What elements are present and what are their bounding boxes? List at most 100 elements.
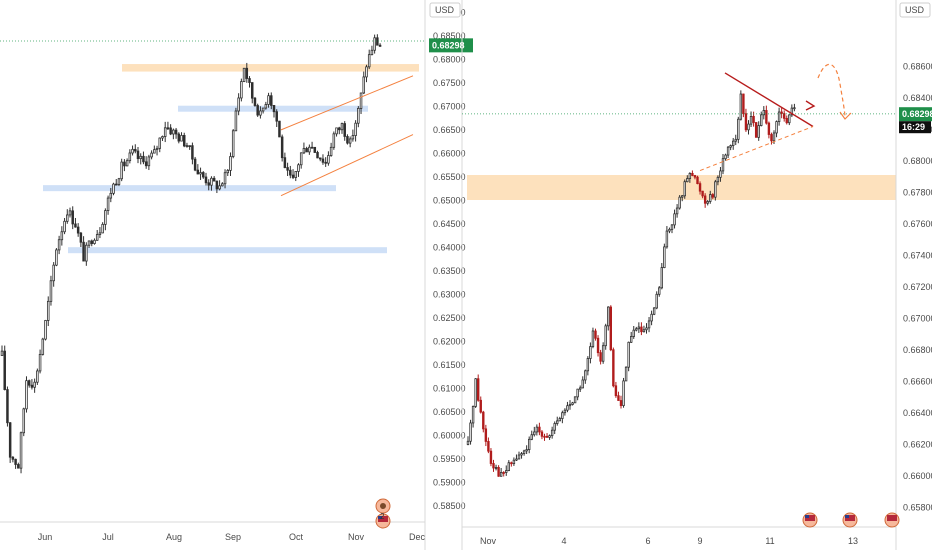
y-tick-label: 0.60000	[433, 430, 466, 440]
candle-body	[505, 470, 508, 473]
x-tick-label: 13	[848, 536, 858, 546]
candle-body	[775, 121, 778, 134]
projected-path[interactable]	[817, 63, 846, 117]
candle-body	[63, 220, 66, 233]
candle-body	[22, 408, 26, 434]
event-icon[interactable]	[375, 498, 391, 514]
resistance-zone[interactable]	[122, 64, 419, 72]
countdown-tag	[899, 121, 931, 134]
ascending-trendline-dashed[interactable]	[699, 126, 814, 172]
candle-body	[558, 418, 562, 422]
flag-icon[interactable]	[375, 513, 391, 529]
candle-body	[716, 176, 720, 183]
candle-body	[691, 172, 694, 176]
candle-body	[783, 113, 786, 119]
candle-body	[354, 122, 357, 136]
candle-body	[289, 169, 292, 176]
candle-body	[780, 111, 783, 114]
y-tick-label: 0.64000	[433, 242, 466, 252]
channel-lower-line[interactable]	[280, 134, 414, 197]
candle-body	[637, 326, 641, 330]
candle-body	[343, 123, 346, 137]
candle-body	[530, 434, 533, 440]
candle-body	[335, 127, 338, 135]
candle-body	[41, 338, 45, 355]
candle-body	[469, 422, 472, 442]
candle-body	[678, 196, 681, 209]
candle-body	[370, 49, 374, 56]
candle-body	[566, 405, 569, 411]
candle-body	[362, 76, 366, 94]
candle-body	[316, 152, 319, 159]
candle-body	[476, 378, 480, 401]
candle-body	[0, 350, 4, 356]
candle-body	[30, 384, 34, 388]
support-level[interactable]	[68, 247, 387, 254]
candle-body	[561, 412, 564, 419]
candle-body	[528, 438, 531, 450]
candle-body	[668, 228, 671, 232]
candle-body	[294, 171, 298, 178]
candle-body	[711, 194, 715, 198]
currency-selector[interactable]	[429, 2, 461, 18]
candle-body	[754, 122, 758, 138]
y-tick-label: 0.61500	[433, 360, 466, 370]
candle-body	[675, 207, 679, 215]
candle-body	[535, 426, 539, 433]
left-chart-panel[interactable]: 0.690000.685000.680000.675000.670000.665…	[0, 0, 473, 550]
candle-body	[512, 459, 516, 465]
candle-body	[681, 195, 684, 198]
y-tick-label: 0.60500	[433, 407, 466, 417]
candle-body	[275, 111, 278, 122]
flag-icon[interactable]	[884, 512, 900, 528]
candle-body	[599, 352, 602, 362]
y-tick-label: 0.63500	[433, 266, 466, 276]
candle-body	[253, 97, 257, 106]
candle-body	[522, 450, 526, 454]
candle-body	[272, 105, 276, 113]
candle-body	[324, 161, 327, 164]
y-tick-label: 0.67000	[433, 101, 466, 111]
candle-body	[622, 380, 625, 407]
flag-icon[interactable]	[842, 512, 858, 528]
candle-body	[760, 114, 763, 126]
candle-body	[229, 156, 232, 171]
candle-body	[248, 78, 251, 83]
support-level[interactable]	[43, 185, 336, 192]
candle-body	[770, 134, 773, 142]
x-tick-label: Jul	[102, 532, 114, 542]
candle-body	[169, 127, 172, 135]
candle-body	[218, 185, 221, 190]
candle-body	[90, 240, 94, 244]
right-chart-panel[interactable]: 0.686000.684000.682000.680000.678000.676…	[461, 0, 932, 550]
channel-upper-line[interactable]	[280, 75, 414, 131]
candle-body	[114, 183, 118, 186]
candle-body	[340, 123, 344, 131]
flag-icon[interactable]	[802, 512, 818, 528]
candle-body	[264, 104, 268, 109]
y-tick-label: 0.58500	[433, 501, 466, 511]
candle-body	[177, 133, 181, 142]
x-tick-label: Aug	[166, 532, 182, 542]
candle-body	[507, 462, 511, 471]
candle-body	[517, 454, 521, 460]
candle-body	[318, 157, 322, 160]
candle-body	[767, 122, 771, 135]
currency-selector[interactable]	[899, 2, 931, 18]
candle-body	[627, 341, 630, 368]
candle-body	[765, 110, 768, 124]
y-tick-label: 0.67500	[433, 78, 466, 88]
candle-body	[581, 379, 584, 389]
candle-body	[79, 232, 83, 243]
y-tick-label: 0.63000	[433, 289, 466, 299]
candle-body	[191, 145, 194, 160]
candle-body	[93, 239, 96, 244]
candle-body	[619, 400, 623, 407]
candle-body	[538, 426, 541, 433]
candle-body	[196, 169, 200, 175]
descending-trendline[interactable]	[724, 72, 814, 128]
candle-body	[71, 210, 74, 225]
candle-body	[112, 183, 115, 194]
